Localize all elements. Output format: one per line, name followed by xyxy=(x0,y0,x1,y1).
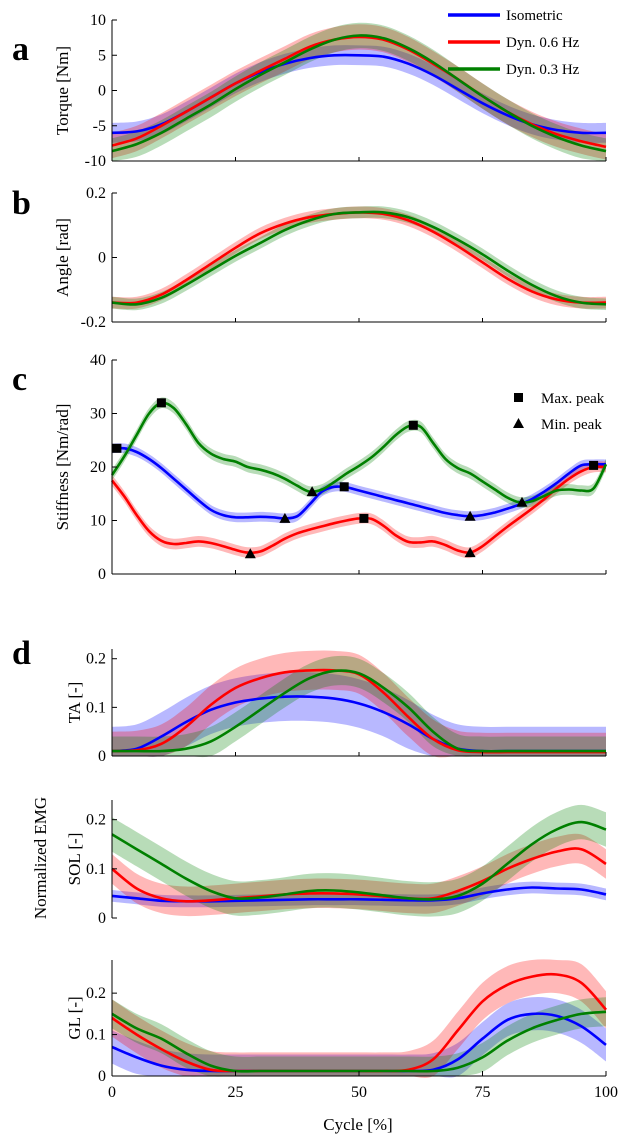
y-tick-label: 5 xyxy=(98,47,106,64)
chart-panel-d-sol: 0.2 0.1 0 SOL [-] xyxy=(65,800,607,927)
series-line-dyn-0-6-hz xyxy=(111,847,607,903)
panel-label-c: c xyxy=(12,361,27,398)
series-line-dyn-0-3-hz xyxy=(111,34,607,153)
y-tick-label: 10 xyxy=(90,513,106,530)
min-peak-marker xyxy=(244,548,256,559)
series-band-dyn-0-6-hz xyxy=(112,650,606,758)
min-peak-marker xyxy=(464,547,476,558)
series-legend: Isometric Dyn. 0.6 Hz Dyn. 0.3 Hz xyxy=(448,8,580,78)
y-tick-label: 0.1 xyxy=(86,1027,106,1044)
y-axis-label: Angle [rad] xyxy=(53,218,72,297)
x-tick-label: 0 xyxy=(108,1084,116,1101)
legend-label-isometric: Isometric xyxy=(506,8,563,24)
y-tick-label: 0 xyxy=(98,748,106,765)
chart-panel-d-gl: 0.2 0.1 00 25 50 75 100 GL [-] xyxy=(65,959,618,1101)
legend-label-dyn06: Dyn. 0.6 Hz xyxy=(506,35,580,51)
y-tick-label: 0 xyxy=(98,910,106,927)
min-peak-marker xyxy=(279,512,291,523)
min-peak-marker xyxy=(306,486,318,497)
y-tick-label: -10 xyxy=(85,153,106,170)
y-tick-label: 0.1 xyxy=(86,861,106,878)
max-peak-marker xyxy=(156,398,166,408)
max-peak-square-icon xyxy=(514,393,523,402)
x-axis-label: Cycle [%] xyxy=(323,1115,392,1134)
y-tick-label: 20 xyxy=(90,459,106,476)
y-tick-label: 0.2 xyxy=(86,185,106,202)
max-peak-marker xyxy=(589,460,599,470)
series-band-dyn-0-6-hz xyxy=(112,206,606,310)
x-tick-label: 50 xyxy=(351,1084,367,1101)
max-peak-marker xyxy=(359,513,369,523)
series-line-dyn-0-3-hz xyxy=(112,669,606,753)
series-band-isometric xyxy=(112,672,606,757)
y-tick-label: 0 xyxy=(98,1068,106,1085)
series-band-dyn-0-3-hz xyxy=(112,804,606,917)
legend-label-dyn03: Dyn. 0.3 Hz xyxy=(506,62,580,78)
series-band-dyn-0-6-hz xyxy=(112,833,606,917)
x-tick-label: 100 xyxy=(594,1084,618,1101)
series-line-dyn-0-6-hz xyxy=(110,465,607,555)
y-tick-label: 0.2 xyxy=(86,985,106,1002)
series-line-dyn-0-3-hz xyxy=(111,820,607,901)
max-peak-marker xyxy=(112,443,122,453)
min-peak-marker xyxy=(464,510,476,521)
chart-panel-a: 10 5 0 -5 -10 Torque [Nm] xyxy=(53,12,607,170)
min-peak-marker xyxy=(516,496,528,507)
max-peak-marker xyxy=(339,482,349,492)
x-tick-label: 25 xyxy=(228,1084,244,1101)
series-band-dyn-0-6-hz xyxy=(112,959,606,1078)
series-band-dyn-0-3-hz xyxy=(112,22,606,162)
emg-group-label: Normalized EMG xyxy=(31,797,50,919)
y-tick-label: 10 xyxy=(90,12,106,29)
x-tick-label: 75 xyxy=(475,1084,491,1101)
y-axis-label: Torque [Nm] xyxy=(53,46,72,135)
y-tick-label: -5 xyxy=(93,118,106,135)
panel-label-a: a xyxy=(12,31,29,68)
chart-panel-c: 40 30 20 10 0 Stiffness [Nm/rad] xyxy=(53,352,608,583)
y-tick-label: 0 xyxy=(98,566,106,583)
min-peak-triangle-icon xyxy=(513,418,524,428)
panel-label-b: b xyxy=(12,185,31,222)
series-band-isometric xyxy=(112,997,606,1078)
series-band-dyn-0-6-hz xyxy=(112,24,606,160)
chart-panel-b: 0.2 0 -0.2 Angle [rad] xyxy=(53,185,607,331)
marker-legend: Max. peak Min. peak xyxy=(513,391,605,433)
marker-legend-max: Max. peak xyxy=(541,391,605,407)
y-tick-label: 40 xyxy=(90,352,106,369)
y-tick-label: 0.1 xyxy=(86,699,106,716)
y-axis-label: Stiffness [Nm/rad] xyxy=(53,404,72,531)
series-line-dyn-0-3-hz xyxy=(111,210,607,306)
y-tick-label: 0.2 xyxy=(86,812,106,829)
chart-panel-d-ta: 0.2 0.1 0 TA [-] xyxy=(65,649,607,765)
y-tick-label: -0.2 xyxy=(81,314,106,331)
y-tick-label: 0.2 xyxy=(86,651,106,668)
y-tick-label: 30 xyxy=(90,406,106,423)
y-axis-label: TA [-] xyxy=(65,682,84,724)
y-tick-label: 0 xyxy=(98,83,106,100)
y-axis-label: SOL [-] xyxy=(65,833,84,886)
series-band-dyn-0-3-hz xyxy=(112,655,606,758)
y-tick-label: 0 xyxy=(98,250,106,267)
panel-label-d: d xyxy=(12,635,31,672)
marker-legend-min: Min. peak xyxy=(541,417,602,433)
y-axis-label: GL [-] xyxy=(65,996,84,1039)
max-peak-marker xyxy=(408,420,418,430)
